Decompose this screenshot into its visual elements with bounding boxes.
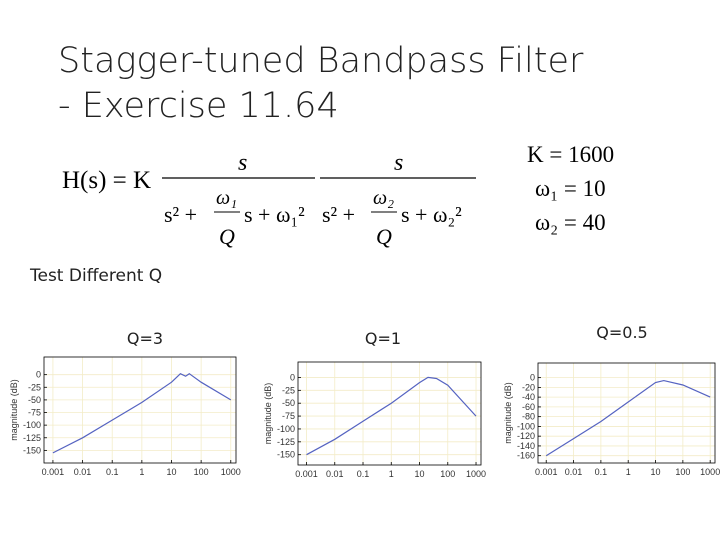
parameter: ω₁ = 10 [535,176,606,201]
y-tick-label: -20 [522,382,535,392]
subtitle: Test Different Q [29,266,162,286]
y-tick-label: 0 [290,372,295,382]
y-tick-label: -25 [282,385,295,395]
y-tick-label: -125 [277,437,295,447]
y-tick-label: 0 [36,370,41,380]
x-tick-label: 100 [194,467,209,477]
x-tick-label: 1 [626,467,631,477]
y-tick-label: 0 [530,373,535,383]
fraction-numerator: s [394,150,403,176]
y-tick-label: -120 [517,431,535,441]
x-tick-label: 1000 [700,467,720,477]
parameter: K = 1600 [527,142,614,167]
inner-denominator: Q [376,224,392,249]
chart-title: Q=0.5 [596,323,647,342]
x-tick-label: 1 [389,469,394,479]
y-axis-label: magnitude (dB) [263,383,273,445]
y-axis-label: magnitude (dB) [503,382,513,444]
y-tick-label: -50 [282,398,295,408]
y-tick-label: -80 [522,412,535,422]
x-tick-label: 1000 [221,467,241,477]
inner-numerator: ω₂ [373,187,394,209]
formula-lhs: H(s) = K [62,167,151,194]
title-line: - Exercise 11.64 [58,86,339,126]
x-tick-label: 0.1 [595,467,608,477]
y-tick-label: -50 [28,395,41,405]
plot-frame [297,361,482,466]
fraction-numerator: s [238,150,247,176]
y-tick-label: -100 [517,421,535,431]
x-tick-label: 10 [166,467,176,477]
x-tick-label: 1 [139,467,144,477]
line-series [52,372,232,454]
y-tick-label: -150 [277,450,295,460]
inner-denominator: Q [219,224,235,249]
x-tick-label: 0.001 [295,469,318,479]
x-tick-label: 0.1 [106,467,119,477]
y-tick-label: -40 [522,392,535,402]
x-tick-label: 0.01 [565,467,583,477]
x-tick-label: 0.1 [357,469,370,479]
line-series [545,379,711,457]
y-tick-label: -60 [522,402,535,412]
plot-frame [43,356,237,464]
plot-frame [537,362,716,464]
y-tick-label: -100 [23,420,41,430]
x-tick-label: 100 [440,469,455,479]
title-line: Stagger-tuned Bandpass Filter [58,41,584,81]
inner-numerator: ω₁ [216,187,237,209]
denominator-part: s + ω₁² [244,202,305,227]
line-series [306,376,477,456]
y-tick-label: -160 [517,451,535,461]
y-axis-label: magnitude (dB) [9,379,19,441]
x-tick-label: 0.001 [42,467,65,477]
chart-title: Q=3 [127,329,163,348]
y-tick-label: -75 [282,411,295,421]
denominator-part: s² + [322,202,355,227]
y-tick-label: -140 [517,441,535,451]
x-tick-label: 10 [651,467,661,477]
y-tick-label: -75 [28,408,41,418]
denominator-part: s² + [164,202,197,227]
x-tick-label: 0.01 [326,469,344,479]
y-tick-label: -150 [23,445,41,455]
x-tick-label: 100 [675,467,690,477]
y-tick-label: -125 [23,433,41,443]
x-tick-label: 0.001 [535,467,558,477]
x-tick-label: 10 [415,469,425,479]
denominator-part: s + ω₂² [401,202,462,227]
y-tick-label: -100 [277,424,295,434]
chart-title: Q=1 [365,329,401,348]
parameter: ω₂ = 40 [535,210,606,235]
x-tick-label: 1000 [466,469,486,479]
y-tick-label: -25 [28,382,41,392]
x-tick-label: 0.01 [74,467,92,477]
